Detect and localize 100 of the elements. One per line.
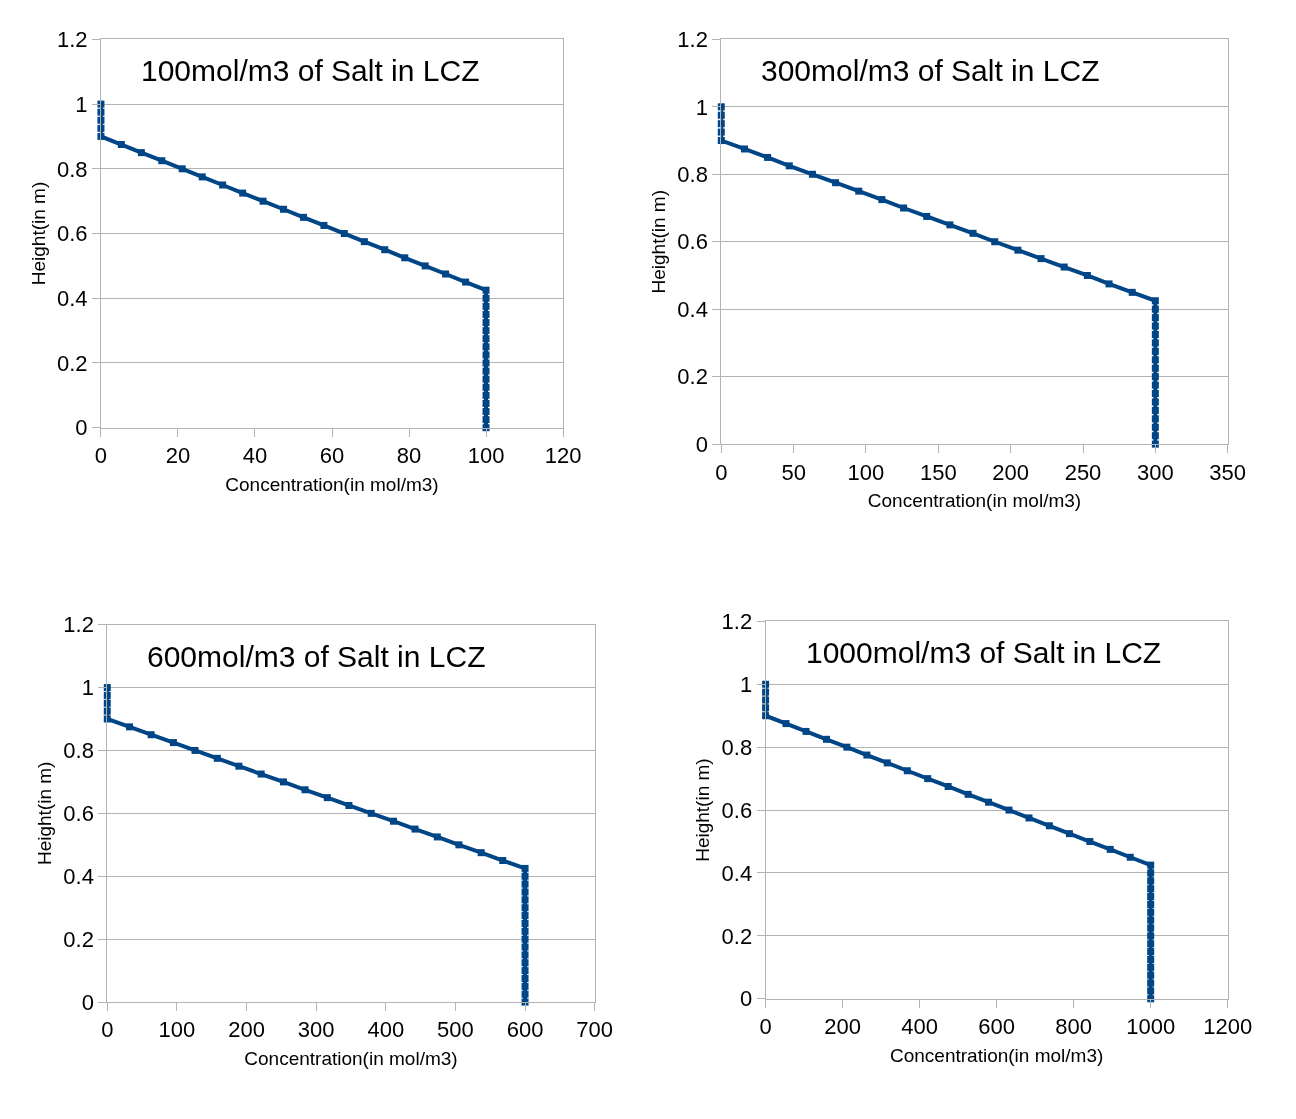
point	[482, 310, 490, 318]
y-tick-label: 0.6	[63, 801, 94, 827]
point	[482, 302, 490, 310]
point	[213, 754, 221, 762]
point	[455, 841, 463, 849]
x-tick-label: 400	[901, 1014, 938, 1040]
point	[300, 213, 307, 221]
point	[1025, 814, 1033, 822]
point	[1014, 246, 1022, 254]
point	[1147, 932, 1155, 940]
point	[1151, 364, 1159, 372]
point	[169, 739, 177, 747]
point	[301, 786, 309, 794]
point	[782, 720, 790, 728]
point	[900, 204, 908, 212]
point	[482, 408, 490, 416]
y-tick-label: 1	[81, 675, 94, 701]
point	[964, 790, 972, 798]
point	[1147, 971, 1155, 979]
point	[521, 935, 529, 943]
point	[521, 904, 529, 912]
point	[158, 157, 166, 165]
point	[482, 391, 490, 399]
point	[843, 743, 851, 751]
point	[482, 359, 490, 367]
point	[1128, 288, 1136, 296]
point	[401, 254, 409, 262]
point	[1151, 406, 1159, 414]
y-tick-label: 0.8	[63, 738, 94, 764]
point	[442, 270, 450, 278]
x-tick-label: 200	[228, 1017, 265, 1043]
y-tick-label: 0.4	[63, 863, 94, 889]
point	[1147, 893, 1155, 901]
point	[1126, 853, 1134, 861]
point	[1151, 398, 1159, 406]
x-axis-title: Concentration(in mol/m3)	[867, 490, 1082, 512]
point	[1151, 322, 1159, 330]
point	[946, 221, 954, 229]
text: 100mol/m3 of Salt in LCZ	[141, 54, 480, 87]
y-axis-title: Height(in m)	[692, 758, 714, 862]
x-tick-label: 1000	[1126, 1014, 1176, 1040]
point	[521, 888, 529, 896]
point	[785, 162, 793, 170]
point	[1147, 955, 1155, 963]
point	[482, 416, 490, 424]
x-tick-label: 1200	[1203, 1014, 1253, 1040]
point	[389, 817, 397, 825]
x-tick-label: 80	[396, 443, 422, 469]
x-tick-label: 150	[919, 459, 957, 485]
point	[482, 383, 490, 391]
y-tick-label: 0.6	[56, 221, 88, 247]
point	[1151, 373, 1159, 381]
point	[1151, 347, 1159, 355]
point	[903, 767, 911, 775]
text: 600mol/m3 of Salt in LCZ	[147, 640, 486, 673]
point	[822, 735, 830, 743]
point	[477, 849, 485, 857]
point	[1151, 314, 1159, 322]
point	[521, 896, 529, 904]
x-tick-label: 0	[759, 1014, 772, 1040]
point	[482, 294, 490, 302]
x-tick-label: 20	[165, 443, 191, 469]
point	[191, 746, 199, 754]
point	[482, 343, 490, 351]
y-tick-label: 0	[739, 986, 753, 1012]
point	[147, 731, 155, 739]
y-tick-label: 1.2	[721, 609, 753, 635]
point	[137, 149, 145, 157]
x-tick-label: 400	[367, 1017, 405, 1043]
point	[521, 982, 529, 990]
point	[521, 967, 529, 975]
x-tick-label: 120	[544, 443, 582, 469]
point	[323, 794, 331, 802]
y-tick-label: 0.6	[721, 797, 753, 823]
point	[802, 727, 810, 735]
point	[521, 959, 529, 967]
point	[367, 809, 375, 817]
point	[433, 833, 441, 841]
point	[944, 782, 952, 790]
point	[1147, 877, 1155, 885]
point	[1147, 924, 1155, 932]
point	[1147, 916, 1155, 924]
y-axis-title: Height(in m)	[27, 181, 49, 286]
point	[1151, 331, 1159, 338]
point	[259, 197, 267, 205]
point	[1005, 806, 1013, 814]
y-tick-label: 1.2	[63, 612, 94, 638]
point	[985, 798, 993, 806]
y-tick-label: 1	[695, 94, 708, 120]
point	[1151, 415, 1159, 423]
x-tick-label: 600	[978, 1014, 1016, 1040]
point	[521, 927, 529, 935]
x-tick-label: 200	[824, 1014, 861, 1040]
point	[832, 179, 840, 187]
point	[863, 751, 871, 759]
point	[279, 778, 287, 786]
x-tick-label: 350	[1209, 459, 1247, 485]
y-tick-label: 1.2	[56, 27, 88, 53]
point	[521, 943, 529, 951]
point	[239, 189, 247, 197]
